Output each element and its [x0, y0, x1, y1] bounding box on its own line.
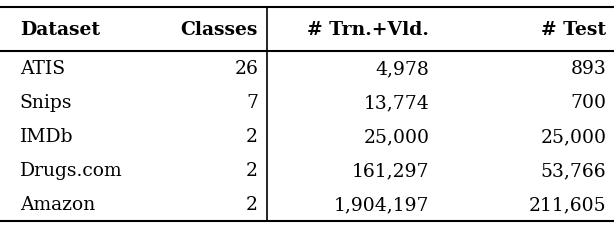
Text: 161,297: 161,297	[352, 161, 429, 179]
Text: 2: 2	[246, 195, 258, 213]
Text: 893: 893	[571, 60, 607, 78]
Text: 53,766: 53,766	[541, 161, 607, 179]
Text: Drugs.com: Drugs.com	[20, 161, 122, 179]
Text: 2: 2	[246, 161, 258, 179]
Text: Classes: Classes	[181, 20, 258, 38]
Text: Snips: Snips	[20, 94, 72, 112]
Text: 211,605: 211,605	[529, 195, 607, 213]
Text: IMDb: IMDb	[20, 128, 73, 146]
Text: Dataset: Dataset	[20, 20, 100, 38]
Text: Amazon: Amazon	[20, 195, 95, 213]
Text: 1,904,197: 1,904,197	[334, 195, 429, 213]
Text: 4,978: 4,978	[375, 60, 429, 78]
Text: # Test: # Test	[542, 20, 607, 38]
Text: 700: 700	[570, 94, 607, 112]
Text: ATIS: ATIS	[20, 60, 65, 78]
Text: 7: 7	[246, 94, 258, 112]
Text: # Trn.+Vld.: # Trn.+Vld.	[308, 20, 429, 38]
Text: 25,000: 25,000	[540, 128, 607, 146]
Text: 25,000: 25,000	[363, 128, 429, 146]
Text: 26: 26	[234, 60, 258, 78]
Text: 13,774: 13,774	[363, 94, 429, 112]
Text: 2: 2	[246, 128, 258, 146]
